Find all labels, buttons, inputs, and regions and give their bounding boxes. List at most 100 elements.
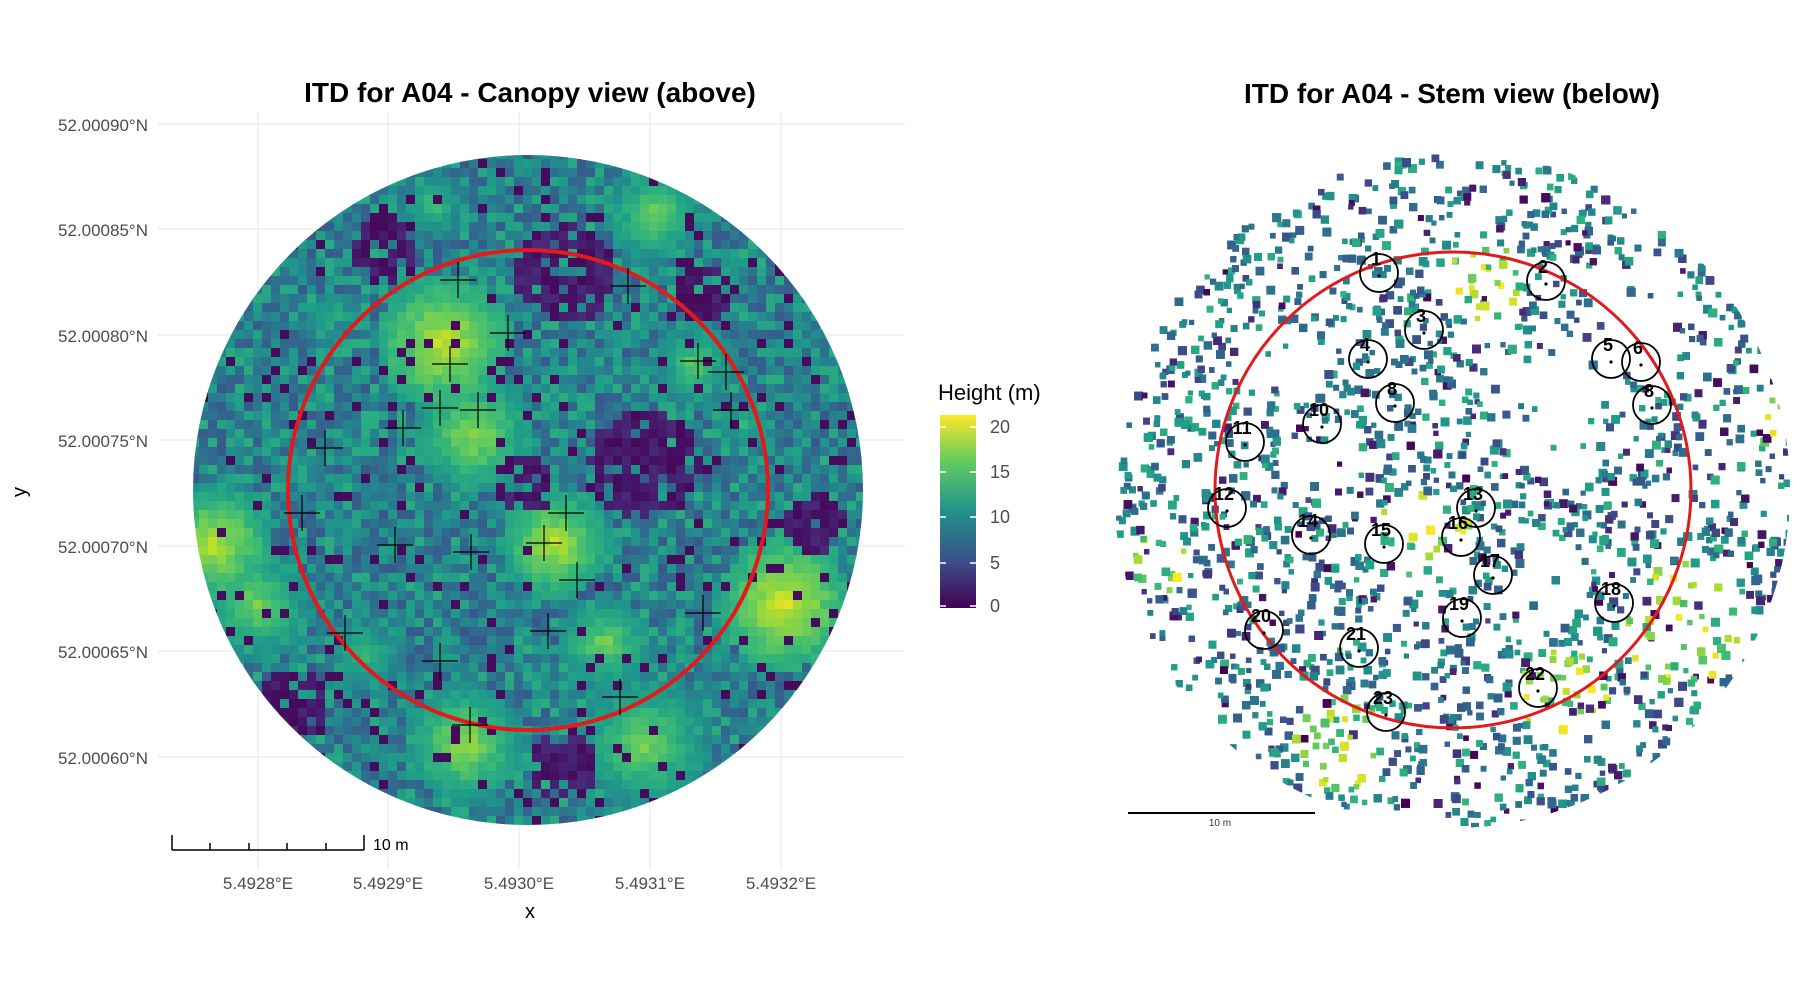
raster-cell bbox=[820, 726, 830, 736]
raster-cell bbox=[730, 155, 740, 160]
raster-cell bbox=[352, 186, 362, 196]
raster-cell bbox=[811, 618, 821, 628]
raster-cell bbox=[739, 177, 749, 187]
raster-cell bbox=[424, 177, 434, 187]
raster-cell bbox=[631, 321, 641, 331]
raster-cell bbox=[217, 447, 227, 457]
raster-cell bbox=[793, 312, 803, 322]
raster-cell bbox=[712, 303, 722, 313]
raster-cell bbox=[271, 456, 281, 466]
raster-cell bbox=[343, 474, 353, 484]
raster-cell bbox=[193, 600, 200, 610]
raster-cell bbox=[379, 591, 389, 601]
raster-cell bbox=[757, 627, 767, 637]
raster-cell bbox=[361, 303, 371, 313]
raster-cell bbox=[631, 402, 641, 412]
raster-cell bbox=[820, 375, 830, 385]
raster-cell bbox=[748, 375, 758, 385]
raster-cell bbox=[397, 618, 407, 628]
raster-cell bbox=[460, 618, 470, 628]
raster-cell bbox=[667, 231, 677, 241]
raster-cell bbox=[541, 303, 551, 313]
raster-cell bbox=[370, 474, 380, 484]
raster-cell bbox=[496, 699, 506, 709]
raster-cell bbox=[622, 582, 632, 592]
raster-cell bbox=[604, 312, 614, 322]
raster-cell bbox=[370, 312, 380, 322]
raster-cell bbox=[640, 600, 650, 610]
raster-cell bbox=[739, 222, 749, 232]
raster-cell bbox=[568, 375, 578, 385]
raster-cell bbox=[649, 501, 659, 511]
raster-cell bbox=[793, 240, 803, 250]
raster-cell bbox=[676, 155, 686, 160]
raster-cell bbox=[568, 294, 578, 304]
raster-cell bbox=[361, 339, 371, 349]
raster-cell bbox=[442, 384, 452, 394]
raster-cell bbox=[640, 204, 650, 214]
raster-cell bbox=[712, 402, 722, 412]
raster-cell bbox=[613, 564, 623, 574]
raster-cell bbox=[793, 510, 803, 520]
raster-cell bbox=[748, 204, 758, 214]
raster-cell bbox=[343, 564, 353, 574]
raster-cell bbox=[514, 447, 524, 457]
raster-cell bbox=[361, 519, 371, 529]
raster-cell bbox=[460, 384, 470, 394]
raster-cell bbox=[208, 735, 218, 745]
raster-cell bbox=[199, 258, 209, 268]
raster-cell bbox=[208, 573, 218, 583]
raster-cell bbox=[280, 582, 290, 592]
raster-cell bbox=[388, 681, 398, 691]
raster-cell bbox=[433, 267, 443, 277]
raster-cell bbox=[406, 609, 416, 619]
raster-cell bbox=[784, 447, 794, 457]
raster-cell bbox=[226, 636, 236, 646]
raster-cell bbox=[541, 357, 551, 367]
raster-cell bbox=[406, 168, 416, 178]
raster-cell bbox=[658, 330, 668, 340]
raster-cell bbox=[586, 294, 596, 304]
raster-cell bbox=[298, 465, 308, 475]
raster-cell bbox=[586, 618, 596, 628]
raster-cell bbox=[829, 312, 839, 322]
raster-cell bbox=[775, 555, 785, 565]
raster-cell bbox=[712, 528, 722, 538]
raster-cell bbox=[280, 618, 290, 628]
raster-cell bbox=[280, 600, 290, 610]
raster-cell bbox=[712, 708, 722, 718]
raster-cell bbox=[460, 402, 470, 412]
raster-cell bbox=[235, 492, 245, 502]
raster-cell bbox=[442, 510, 452, 520]
raster-cell bbox=[226, 528, 236, 538]
raster-cell bbox=[469, 699, 479, 709]
raster-cell bbox=[586, 357, 596, 367]
raster-cell bbox=[856, 375, 863, 385]
raster-cell bbox=[523, 663, 533, 673]
raster-cell bbox=[658, 582, 668, 592]
raster-cell bbox=[820, 276, 830, 286]
raster-cell bbox=[667, 420, 677, 430]
raster-cell bbox=[712, 456, 722, 466]
raster-cell bbox=[532, 393, 542, 403]
raster-cell bbox=[739, 717, 749, 727]
raster-cell bbox=[262, 411, 272, 421]
raster-cell bbox=[712, 276, 722, 286]
raster-cell bbox=[262, 717, 272, 727]
raster-cell bbox=[658, 348, 668, 358]
raster-cell bbox=[559, 483, 569, 493]
raster-cell bbox=[217, 285, 227, 295]
raster-cell bbox=[235, 294, 245, 304]
raster-cell bbox=[703, 672, 713, 682]
raster-cell bbox=[784, 510, 794, 520]
raster-cell bbox=[253, 492, 263, 502]
raster-cell bbox=[496, 528, 506, 538]
raster-cell bbox=[604, 573, 614, 583]
raster-cell bbox=[802, 483, 812, 493]
raster-cell bbox=[766, 357, 776, 367]
raster-cell bbox=[757, 294, 767, 304]
raster-cell bbox=[550, 258, 560, 268]
raster-cell bbox=[658, 447, 668, 457]
raster-cell bbox=[640, 663, 650, 673]
raster-cell bbox=[766, 204, 776, 214]
